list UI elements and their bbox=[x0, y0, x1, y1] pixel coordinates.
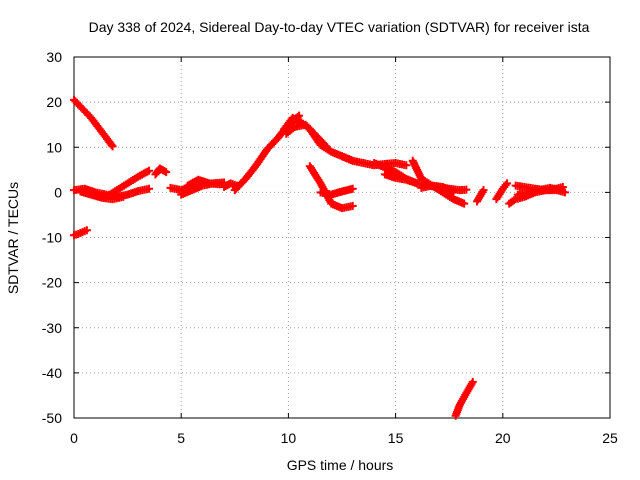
data-point bbox=[108, 142, 117, 151]
data-point bbox=[322, 143, 331, 152]
y-tick-label: 20 bbox=[46, 94, 62, 110]
data-track bbox=[220, 179, 241, 191]
data-track bbox=[183, 175, 224, 190]
data-point bbox=[479, 186, 488, 195]
x-axis: 0 5 10 15 20 25 bbox=[70, 57, 618, 446]
data-track bbox=[473, 186, 488, 206]
y-tick-label: -10 bbox=[42, 230, 62, 246]
data-point bbox=[82, 226, 91, 235]
y-tick-label: -50 bbox=[42, 410, 62, 426]
data-point bbox=[556, 186, 565, 195]
data-track bbox=[70, 95, 117, 151]
data-track bbox=[417, 181, 458, 196]
data-track bbox=[91, 166, 154, 201]
x-tick-label: 0 bbox=[70, 430, 78, 446]
data-point bbox=[503, 179, 512, 188]
y-tick-label: -40 bbox=[42, 365, 62, 381]
data-point bbox=[348, 201, 357, 210]
data-point bbox=[413, 179, 422, 188]
x-tick-label: 10 bbox=[281, 430, 297, 446]
data-point bbox=[560, 188, 569, 197]
x-tick-label: 15 bbox=[388, 430, 404, 446]
data-point bbox=[348, 184, 357, 193]
data-point bbox=[460, 199, 469, 208]
y-tick-label: -20 bbox=[42, 275, 62, 291]
data-track bbox=[451, 377, 477, 420]
data-point bbox=[119, 192, 128, 201]
y-tick-label: 0 bbox=[54, 184, 62, 200]
x-tick-label: 25 bbox=[602, 430, 618, 446]
y-axis: -50 -40 -30 -20 -10 0 10 20 30 bbox=[42, 49, 610, 426]
data-point bbox=[107, 140, 116, 149]
data-track bbox=[151, 164, 171, 179]
data-point bbox=[145, 184, 154, 193]
data-track bbox=[282, 120, 331, 152]
data-track bbox=[70, 226, 91, 240]
data-track bbox=[492, 179, 512, 204]
data-track bbox=[513, 183, 565, 199]
data-point bbox=[449, 187, 458, 196]
data-point bbox=[462, 185, 471, 194]
y-axis-label: SDTVAR / TECUs bbox=[5, 182, 21, 294]
data-track bbox=[76, 187, 128, 204]
data-point bbox=[321, 141, 330, 150]
data-point bbox=[468, 377, 477, 386]
chart-title: Day 338 of 2024, Sidereal Day-to-day VTE… bbox=[89, 19, 590, 35]
y-tick-label: 10 bbox=[46, 139, 62, 155]
y-tick-label: 30 bbox=[46, 49, 62, 65]
y-tick-label: -30 bbox=[42, 320, 62, 336]
data-point bbox=[402, 161, 411, 170]
data-series bbox=[70, 95, 569, 420]
data-track bbox=[380, 170, 422, 188]
data-track bbox=[316, 184, 357, 199]
data-point bbox=[162, 168, 171, 177]
series-group bbox=[70, 95, 569, 420]
data-point bbox=[145, 166, 154, 175]
data-point bbox=[215, 180, 224, 189]
x-tick-label: 20 bbox=[495, 430, 511, 446]
x-tick-label: 5 bbox=[177, 430, 185, 446]
x-axis-label: GPS time / hours bbox=[287, 457, 394, 473]
